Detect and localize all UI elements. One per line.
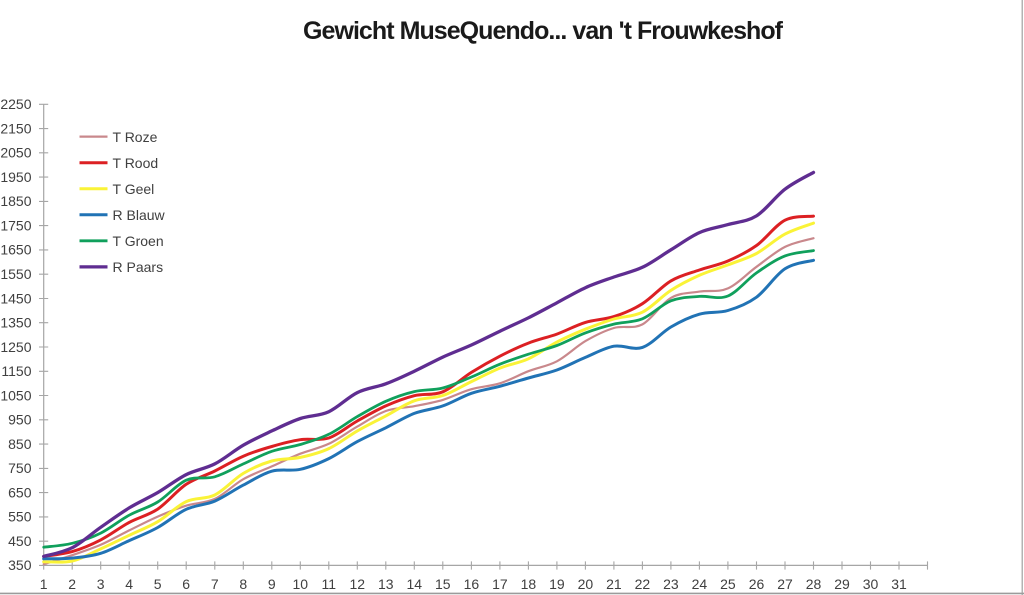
svg-text:8: 8 xyxy=(239,576,247,592)
svg-text:650: 650 xyxy=(8,484,32,500)
svg-text:950: 950 xyxy=(8,412,32,428)
svg-text:11: 11 xyxy=(322,576,337,592)
svg-text:550: 550 xyxy=(8,509,32,525)
svg-text:1450: 1450 xyxy=(0,290,31,306)
svg-text:2: 2 xyxy=(68,576,76,592)
svg-text:1850: 1850 xyxy=(0,193,31,209)
svg-text:T Rood: T Rood xyxy=(113,155,159,171)
svg-text:25: 25 xyxy=(720,576,736,592)
svg-text:26: 26 xyxy=(749,576,765,592)
svg-text:30: 30 xyxy=(863,576,879,592)
svg-text:20: 20 xyxy=(578,576,594,592)
svg-text:2050: 2050 xyxy=(0,145,31,161)
svg-text:28: 28 xyxy=(806,576,822,592)
svg-text:12: 12 xyxy=(350,576,366,592)
svg-text:29: 29 xyxy=(834,576,850,592)
svg-text:17: 17 xyxy=(492,576,508,592)
svg-text:4: 4 xyxy=(125,576,133,592)
svg-text:21: 21 xyxy=(606,576,622,592)
svg-text:22: 22 xyxy=(635,576,651,592)
svg-text:18: 18 xyxy=(521,576,537,592)
svg-text:6: 6 xyxy=(182,576,190,592)
svg-text:1950: 1950 xyxy=(0,169,31,185)
svg-text:1650: 1650 xyxy=(0,242,31,258)
svg-text:19: 19 xyxy=(549,576,565,592)
svg-text:7: 7 xyxy=(211,576,219,592)
svg-text:2150: 2150 xyxy=(0,120,31,136)
svg-text:3: 3 xyxy=(97,576,105,592)
svg-text:1750: 1750 xyxy=(0,217,31,233)
svg-text:1250: 1250 xyxy=(0,339,31,355)
svg-text:T Groen: T Groen xyxy=(113,233,164,249)
svg-text:24: 24 xyxy=(692,576,708,592)
svg-text:13: 13 xyxy=(378,576,394,592)
svg-text:T Geel: T Geel xyxy=(113,181,155,197)
svg-text:1: 1 xyxy=(40,576,48,592)
svg-text:5: 5 xyxy=(154,576,162,592)
svg-text:14: 14 xyxy=(407,576,423,592)
svg-text:31: 31 xyxy=(891,576,907,592)
svg-text:450: 450 xyxy=(8,533,32,549)
svg-text:27: 27 xyxy=(777,576,793,592)
svg-text:1150: 1150 xyxy=(1,363,31,379)
svg-text:R Paars: R Paars xyxy=(113,259,164,275)
svg-text:750: 750 xyxy=(8,460,32,476)
svg-text:1550: 1550 xyxy=(0,266,31,282)
svg-text:350: 350 xyxy=(8,557,32,573)
svg-text:15: 15 xyxy=(435,576,451,592)
svg-text:R Blauw: R Blauw xyxy=(113,207,166,223)
svg-text:1350: 1350 xyxy=(0,315,31,331)
svg-text:1050: 1050 xyxy=(0,387,31,403)
svg-text:16: 16 xyxy=(464,576,480,592)
svg-text:23: 23 xyxy=(663,576,679,592)
svg-text:9: 9 xyxy=(268,576,276,592)
svg-text:850: 850 xyxy=(8,436,32,452)
svg-text:2250: 2250 xyxy=(0,96,31,112)
svg-text:10: 10 xyxy=(293,576,309,592)
svg-text:Gewicht MuseQuendo... van 't F: Gewicht MuseQuendo... van 't Frouwkeshof xyxy=(303,17,784,45)
svg-text:T Roze: T Roze xyxy=(113,129,158,145)
